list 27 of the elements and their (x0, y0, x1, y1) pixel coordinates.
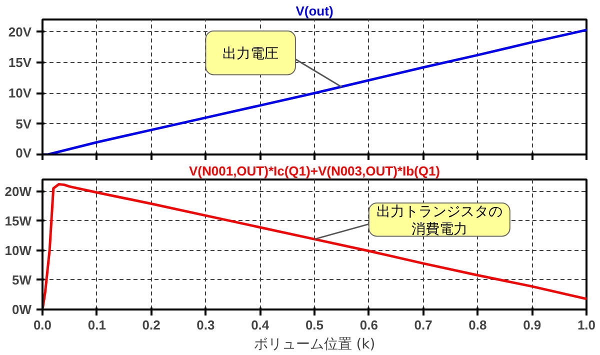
y-tick-label: 0V (16, 146, 32, 160)
y-tick-label: 15V (8, 54, 32, 70)
chart-title: V(out) (296, 4, 334, 18)
y-tick-label: 20V (8, 24, 32, 40)
x-tick-label: 0.6 (360, 318, 378, 332)
x-tick-label: 0.0 (33, 318, 52, 332)
x-tick-label: 0.9 (523, 318, 542, 332)
annotation: 出力電圧 (222, 44, 279, 61)
x-tick-label: 0.8 (468, 318, 487, 332)
y-tick-label: 0W (12, 302, 32, 317)
x-tick-label: 0.5 (305, 318, 324, 332)
x-axis-title: ボリューム位置 (k) (254, 336, 376, 352)
x-tick-label: 0.3 (196, 318, 215, 332)
x-tick-label: 0.4 (251, 318, 270, 332)
y-tick-label: 10V (8, 86, 32, 101)
y-tick-label: 20W (4, 184, 32, 199)
x-tick-label: 1.0 (577, 318, 596, 332)
y-tick-label: 5W (12, 272, 32, 288)
annotation: 出力トランジスタの消費電力 (376, 202, 502, 236)
y-tick-label: 10W (4, 242, 32, 258)
x-tick-label: 0.7 (414, 318, 432, 332)
y-tick-label: 15W (4, 213, 32, 228)
line-series (42, 182, 586, 310)
x-tick-label: 0.2 (142, 318, 160, 332)
y-tick-label: 5V (16, 116, 32, 132)
chart-title: V(N001,OUT)*Ic(Q1)+V(N003,OUT)*Ib(Q1) (188, 164, 440, 178)
x-tick-label: 0.1 (88, 318, 106, 332)
